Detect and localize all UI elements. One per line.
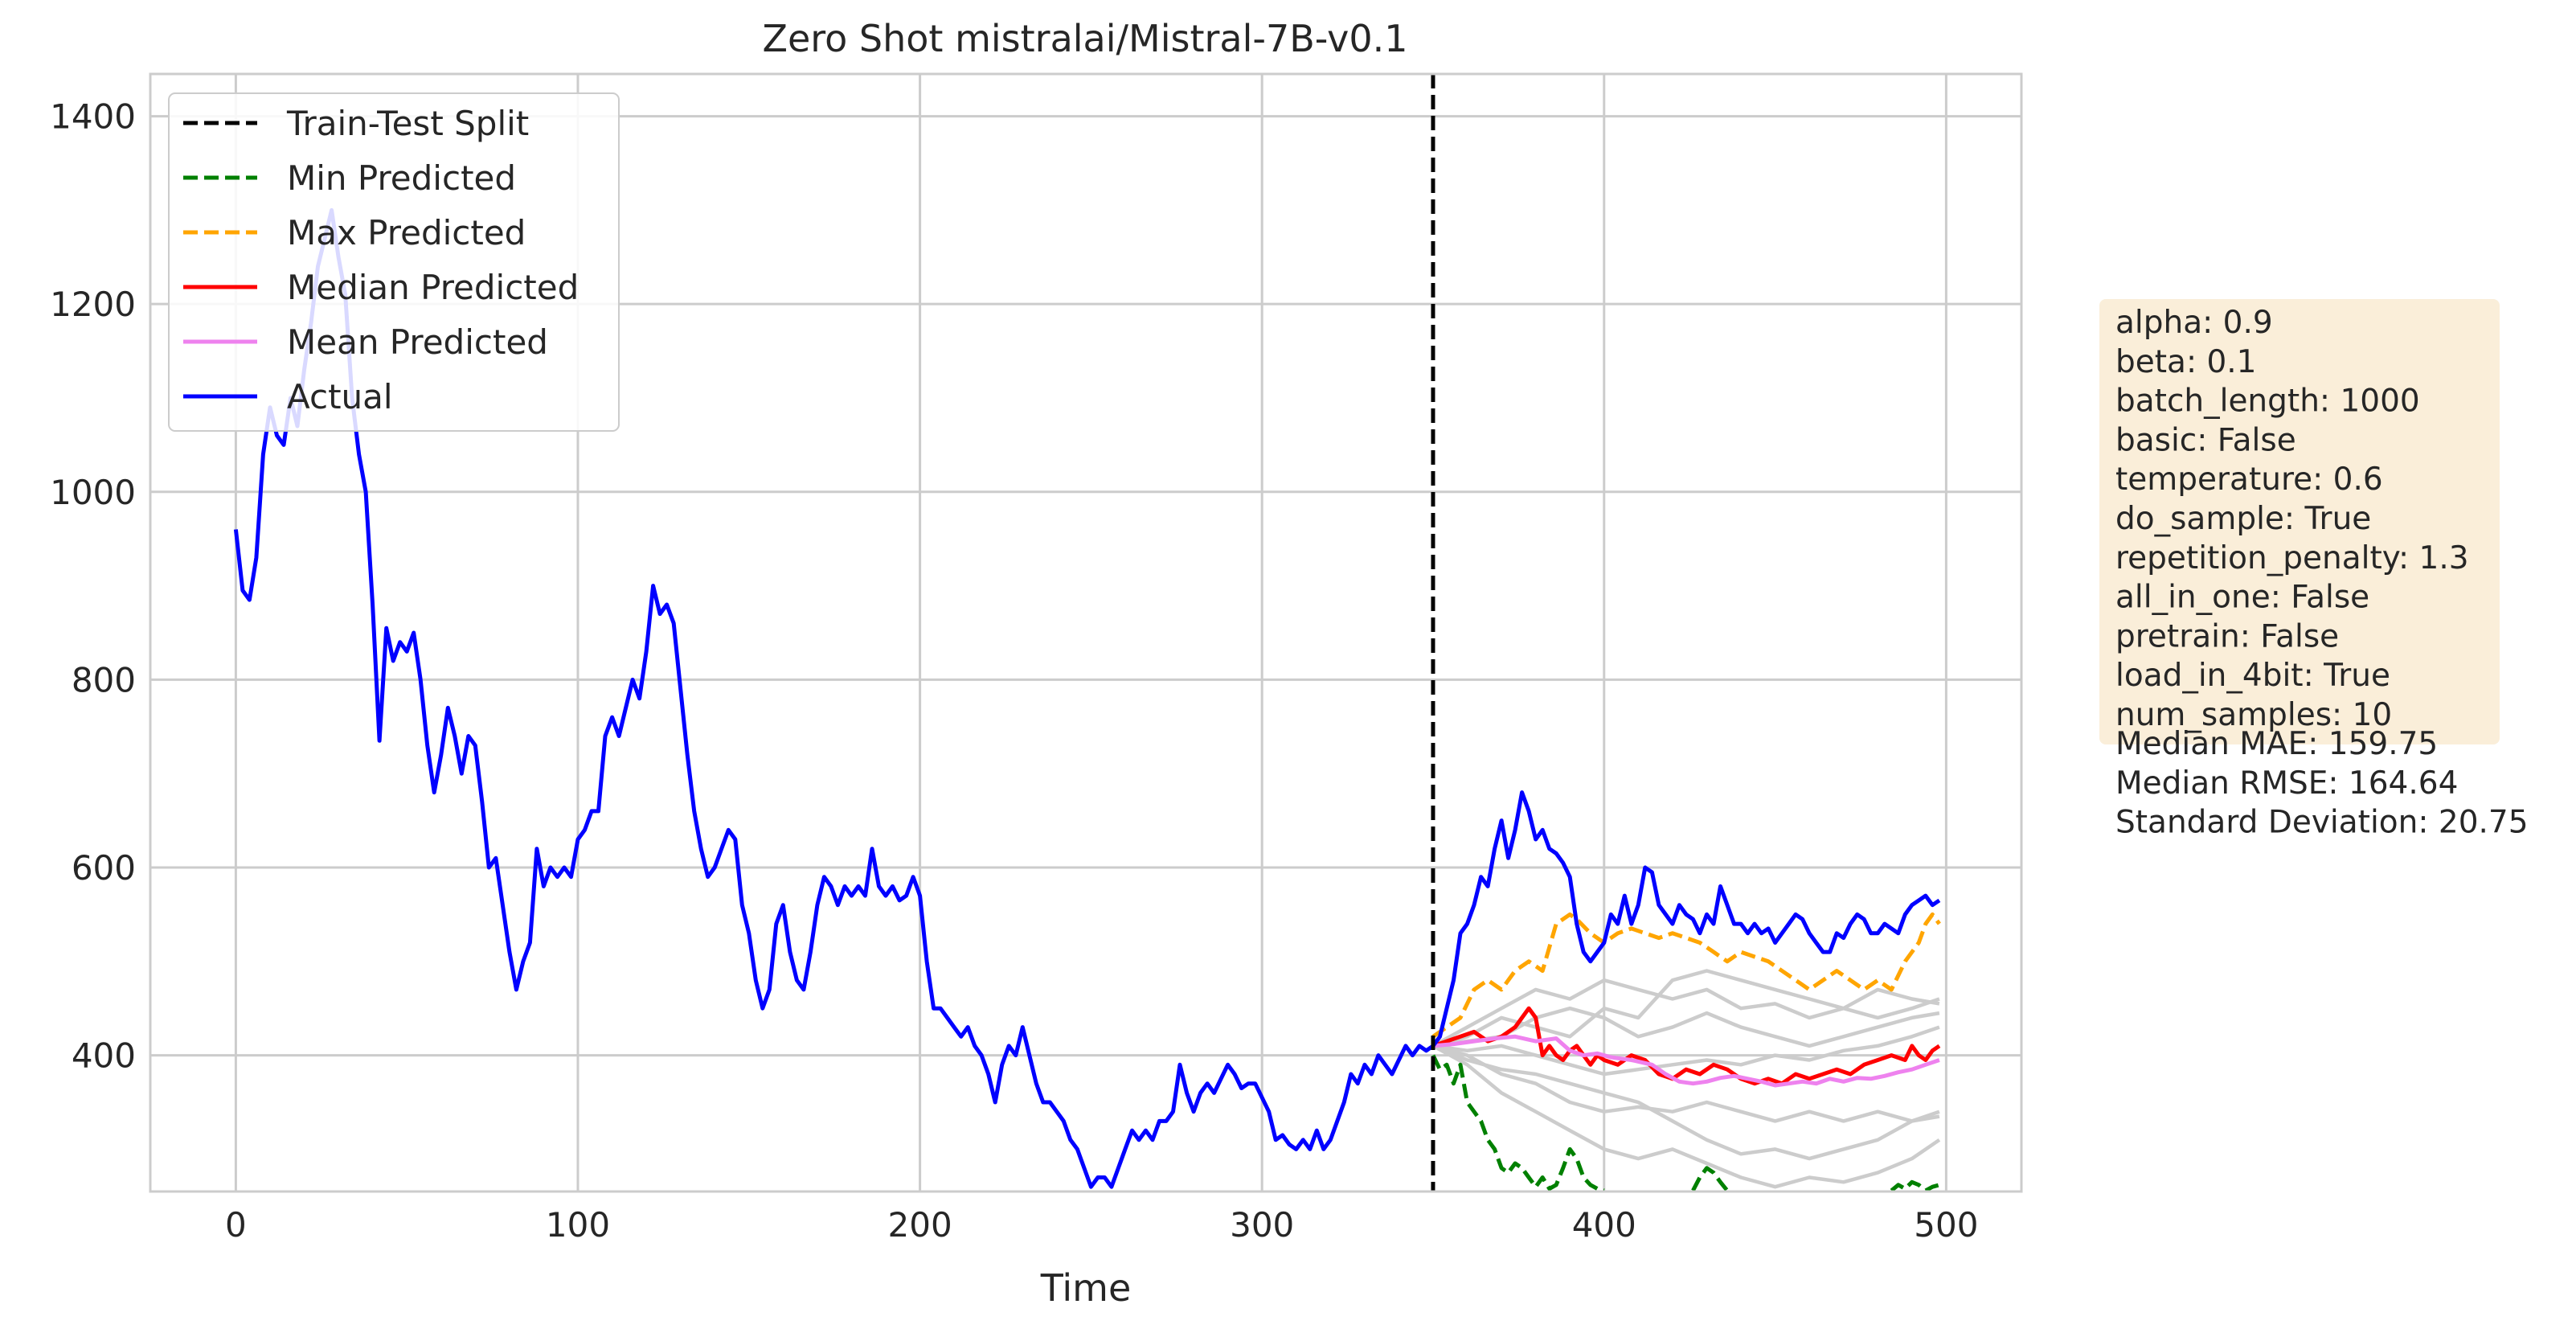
series-line-sample-3 <box>1432 1044 1940 1123</box>
tick-labels: 0 100 200 300 400 500 400 600 800 1000 1200 1400 <box>50 97 1978 1245</box>
series-line-min-predicted-end <box>1890 1179 1940 1191</box>
legend-label: Max Predicted <box>287 213 526 252</box>
param-line: num_samples: 10 <box>2115 697 2392 733</box>
x-tick-label: 0 <box>225 1205 247 1245</box>
legend-label: Train-Test Split <box>286 104 529 143</box>
y-tick-label: 1200 <box>50 285 136 324</box>
series-line-median-predicted <box>1432 1006 1941 1086</box>
x-tick-label: 100 <box>546 1205 610 1245</box>
y-tick-label: 1400 <box>50 97 136 137</box>
grid <box>150 74 2021 1191</box>
metric-line: Median MAE: 159.75 <box>2115 726 2438 762</box>
plot-frame <box>149 72 2023 1193</box>
param-line: load_in_4bit: True <box>2115 658 2390 694</box>
legend-box <box>168 92 620 432</box>
series-line-sample-1 <box>1431 978 1940 1048</box>
param-line: beta: 0.1 <box>2115 344 2257 380</box>
series-line-sample-7 <box>1432 1044 1940 1161</box>
y-tick-label: 1000 <box>50 473 136 512</box>
metric-line: Standard Deviation: 20.75 <box>2115 805 2529 841</box>
y-tick-label: 600 <box>72 848 136 888</box>
metric-line: Median RMSE: 164.64 <box>2115 765 2458 802</box>
param-line: temperature: 0.6 <box>2115 461 2383 498</box>
param-line: do_sample: True <box>2115 501 2371 537</box>
x-tick-label: 300 <box>1230 1205 1294 1245</box>
series-line-sample-4 <box>1431 1044 1941 1189</box>
x-axis-title: Time <box>1040 1266 1132 1310</box>
series-line-sample-5 <box>1432 1025 1940 1077</box>
y-tick-label: 400 <box>72 1036 136 1076</box>
series-line-sample-6 <box>1432 1006 1940 1048</box>
legend-label: Min Predicted <box>287 158 516 198</box>
legend-label: Actual <box>287 377 393 416</box>
legend: Train-Test Split Min Predicted Max Predict… <box>168 92 620 432</box>
x-tick-label: 500 <box>1914 1205 1978 1245</box>
x-tick-label: 400 <box>1572 1205 1636 1245</box>
chart-title: Zero Shot mistralai/Mistral-7B-v0.1 <box>762 17 1407 60</box>
param-line: all_in_one: False <box>2115 580 2369 616</box>
series-line-max-predicted <box>1431 912 1941 1039</box>
legend-label: Median Predicted <box>287 268 579 307</box>
legend-label: Mean Predicted <box>287 322 548 362</box>
x-tick-label: 200 <box>888 1205 952 1245</box>
series-line-actual <box>233 207 1941 1189</box>
data-lines <box>233 74 1941 1191</box>
series-line-mean-predicted <box>1432 1034 1940 1088</box>
param-line: pretrain: False <box>2115 618 2339 654</box>
series-line-min-predicted <box>1431 1054 1605 1191</box>
param-line: basic: False <box>2115 422 2296 458</box>
param-line: repetition_penalty: 1.3 <box>2115 540 2469 576</box>
series-line-min-predicted-late <box>1691 1166 1729 1191</box>
param-line: batch_length: 1000 <box>2115 383 2420 420</box>
param-line: alpha: 0.9 <box>2115 305 2273 341</box>
y-tick-label: 800 <box>72 660 136 699</box>
params-box-bg <box>2099 299 2500 744</box>
